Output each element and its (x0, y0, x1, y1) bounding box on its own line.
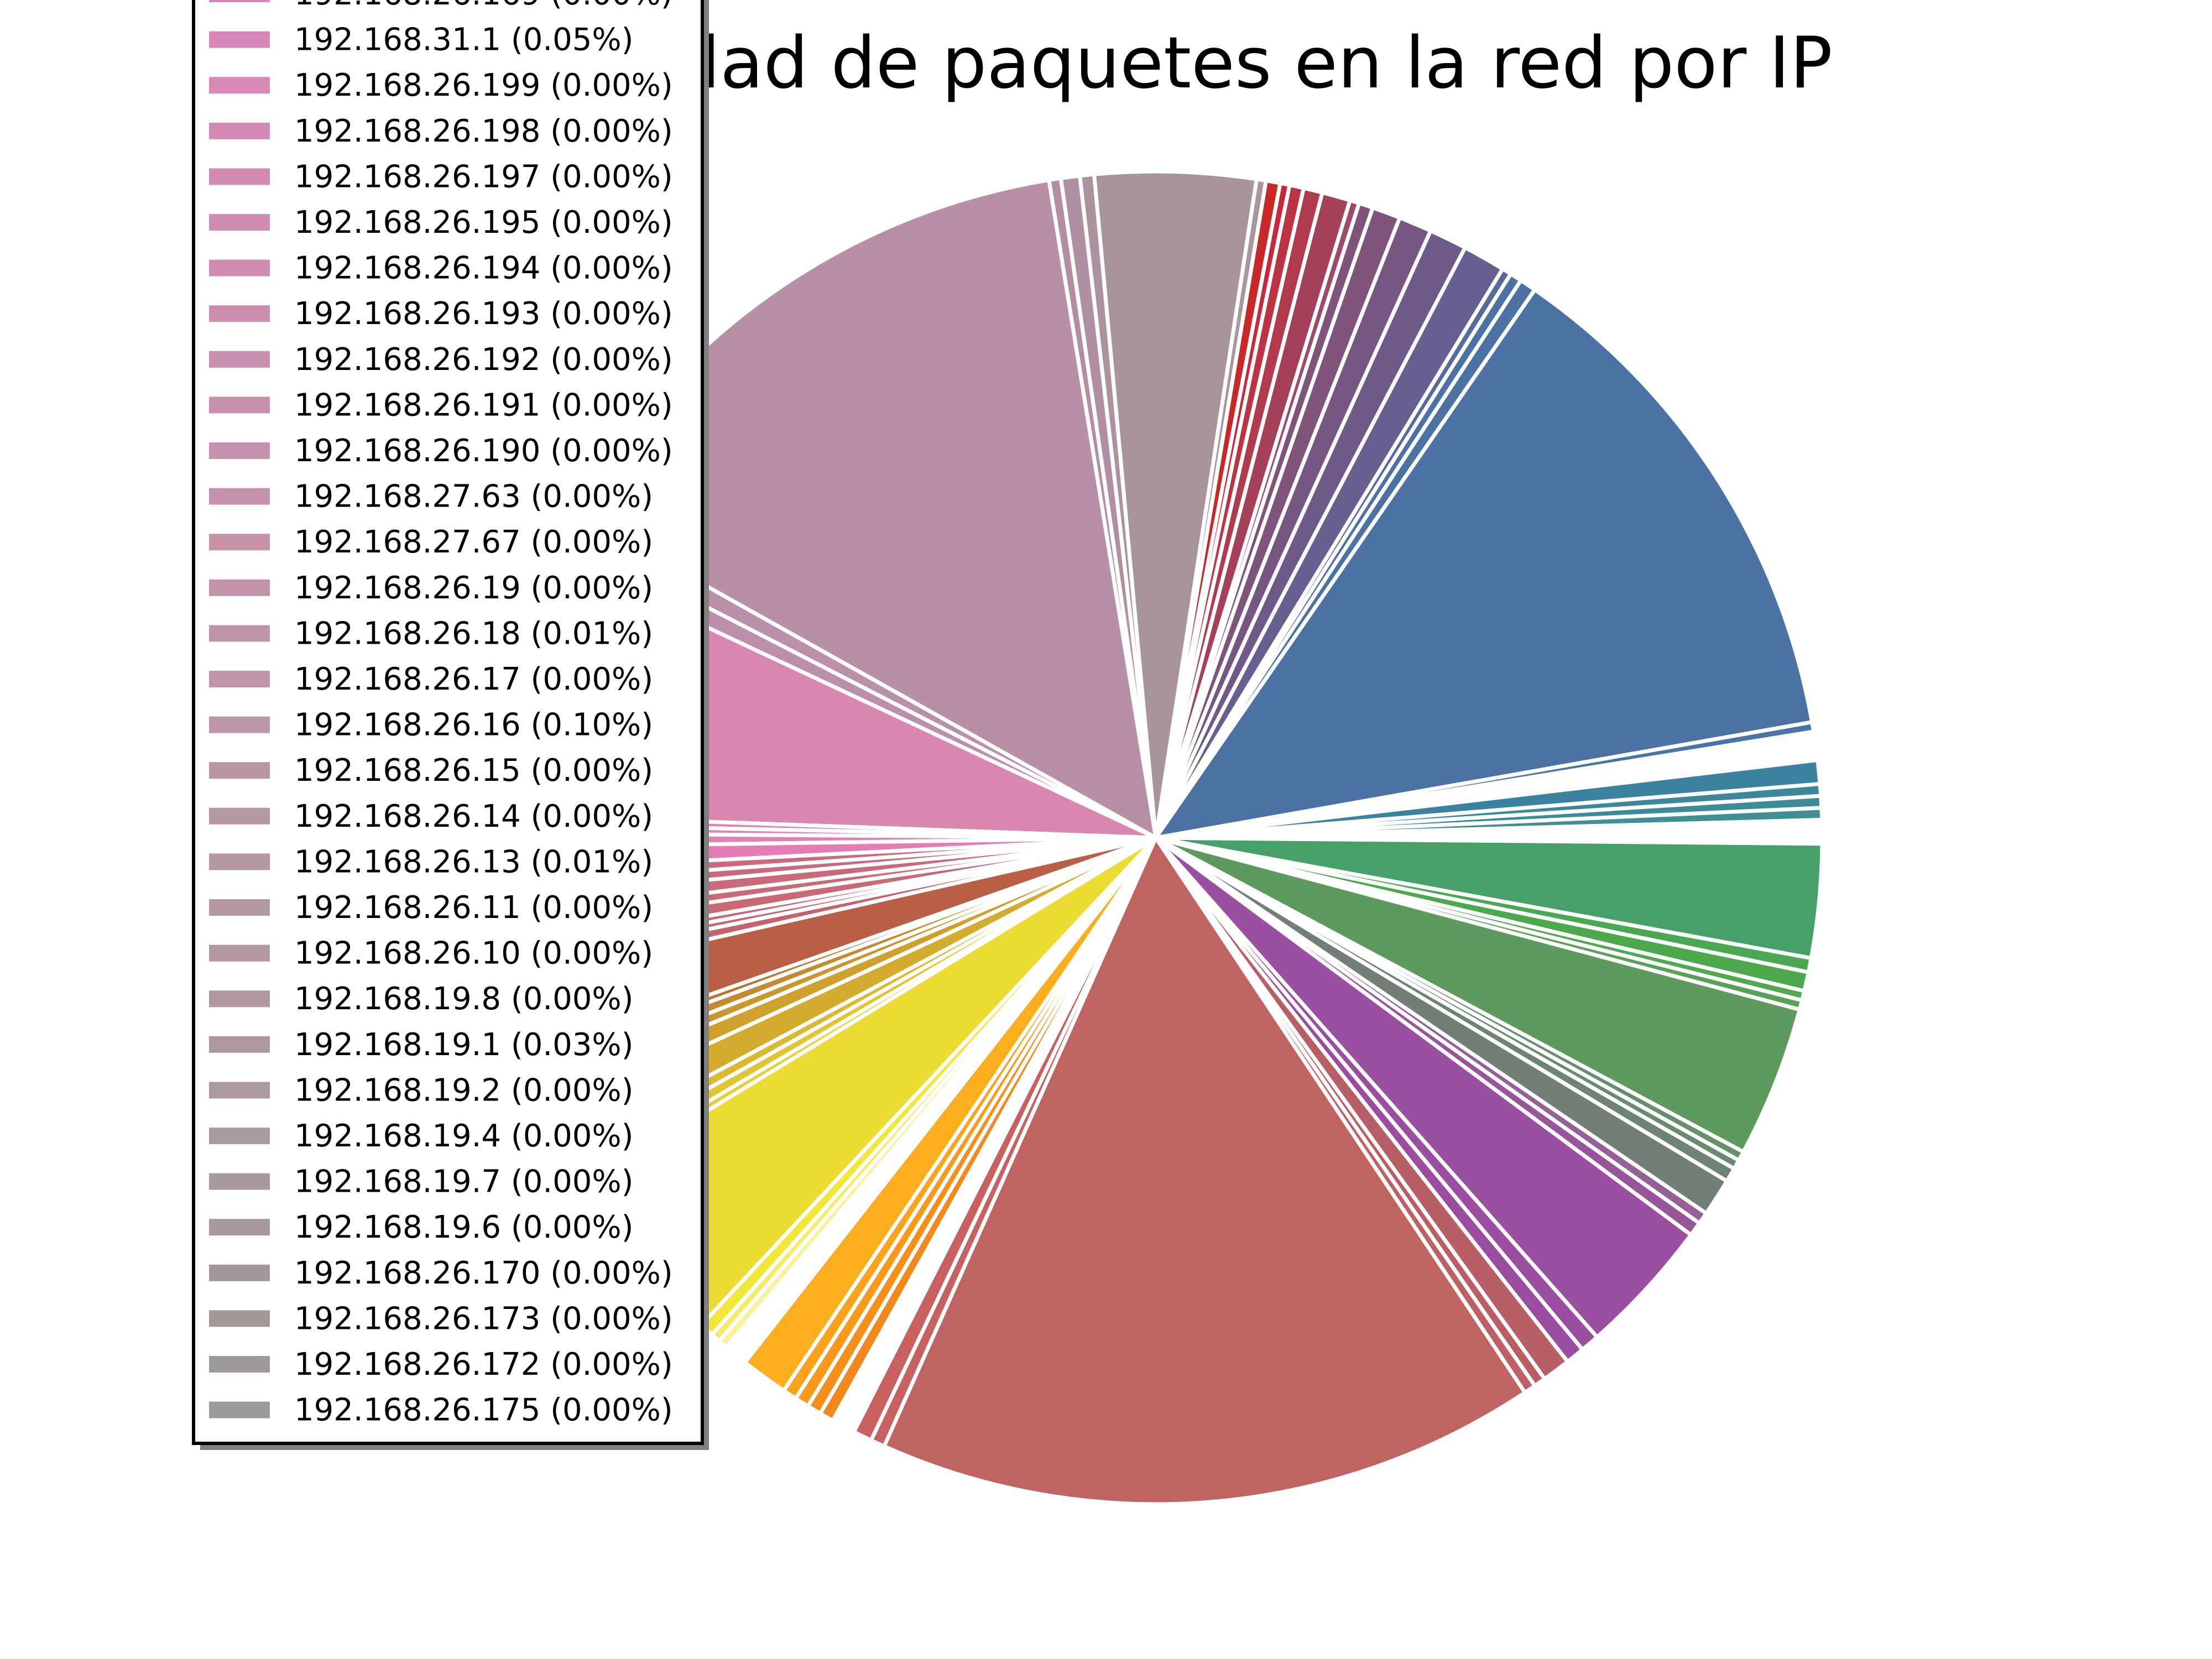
legend-swatch-13 (209, 579, 270, 596)
legend-label-5: 192.168.26.195 (0.00%) (294, 205, 673, 241)
legend-label-22: 192.168.19.8 (0.00%) (294, 981, 633, 1017)
legend-label-18: 192.168.26.14 (0.00%) (294, 799, 653, 834)
legend-label-1: 192.168.31.1 (0.05%) (294, 22, 633, 58)
legend-label-15: 192.168.26.17 (0.00%) (294, 661, 653, 697)
legend-swatch-31 (209, 1401, 270, 1418)
legend-swatch-1 (209, 31, 270, 48)
legend-swatch-12 (209, 534, 270, 551)
legend-swatch-6 (209, 259, 270, 276)
legend-label-3: 192.168.26.198 (0.00%) (294, 113, 673, 149)
legend-label-11: 192.168.27.63 (0.00%) (294, 479, 653, 515)
legend-swatch-30 (209, 1356, 270, 1373)
legend-label-17: 192.168.26.15 (0.00%) (294, 753, 653, 789)
legend-label-31: 192.168.26.175 (0.00%) (294, 1392, 673, 1428)
legend-swatch-18 (209, 807, 270, 825)
legend-swatch-24 (209, 1082, 270, 1099)
legend-swatch-19 (209, 853, 270, 870)
legend-swatch-10 (209, 442, 270, 459)
legend-swatch-25 (209, 1128, 270, 1144)
legend-label-2: 192.168.26.199 (0.00%) (294, 67, 673, 103)
legend-swatch-7 (209, 305, 270, 322)
legend-swatch-28 (209, 1264, 270, 1281)
legend-swatch-11 (209, 488, 270, 505)
legend-label-4: 192.168.26.197 (0.00%) (294, 159, 673, 195)
legend-swatch-23 (209, 1036, 270, 1053)
legend-label-13: 192.168.26.19 (0.00%) (294, 570, 653, 606)
legend-swatch-26 (209, 1173, 270, 1190)
legend-label-24: 192.168.19.2 (0.00%) (294, 1072, 633, 1108)
legend-label-30: 192.168.26.172 (0.00%) (294, 1347, 673, 1383)
legend-swatch-27 (209, 1219, 270, 1236)
legend-label-21: 192.168.26.10 (0.00%) (294, 936, 653, 972)
legend: 192.168.26.169 (0.00%) 192.168.31.1 (0.05… (192, 0, 709, 1450)
legend-swatch-5 (209, 214, 270, 231)
legend-swatch-8 (209, 351, 270, 368)
legend-swatch-20 (209, 899, 270, 916)
legend-swatch-2 (209, 77, 270, 94)
legend-swatch-22 (209, 990, 270, 1008)
pie-slice-64 (1154, 836, 1694, 1340)
pie-slice-71 (1155, 836, 1802, 1155)
legend-swatch-4 (209, 168, 270, 185)
legend-swatch-0 (209, 0, 270, 2)
legend-swatch-14 (209, 625, 270, 642)
legend-label-9: 192.168.26.191 (0.00%) (294, 387, 673, 423)
legend-swatch-21 (209, 945, 270, 962)
legend-label-8: 192.168.26.192 (0.00%) (294, 342, 673, 378)
legend-swatch-16 (209, 716, 270, 733)
legend-items: 192.168.26.169 (0.00%) 192.168.31.1 (0.05… (209, 0, 673, 1428)
legend-label-26: 192.168.19.7 (0.00%) (294, 1164, 633, 1200)
legend-label-14: 192.168.26.18 (0.01%) (294, 615, 653, 651)
legend-label-10: 192.168.26.190 (0.00%) (294, 433, 673, 469)
legend-label-16: 192.168.26.16 (0.10%) (294, 707, 653, 743)
legend-label-6: 192.168.26.194 (0.00%) (294, 251, 673, 286)
legend-label-25: 192.168.19.4 (0.00%) (294, 1118, 633, 1154)
legend-swatch-29 (209, 1310, 270, 1327)
legend-label-0: 192.168.26.169 (0.00%) (294, 0, 673, 12)
legend-swatch-17 (209, 762, 270, 779)
pie-slices (487, 169, 1824, 1506)
legend-label-12: 192.168.27.67 (0.00%) (294, 524, 653, 560)
legend-label-28: 192.168.26.170 (0.00%) (294, 1255, 673, 1291)
legend-label-19: 192.168.26.13 (0.01%) (294, 844, 653, 880)
chart-title: Cantidad de paquetes en la red por IP (490, 22, 1833, 105)
legend-frame (192, 0, 704, 1445)
pie-slice-0 (1151, 287, 1814, 841)
pie-slice-83 (1155, 719, 1816, 840)
legend-swatch-15 (209, 671, 270, 687)
legend-label-29: 192.168.26.173 (0.00%) (294, 1301, 673, 1337)
legend-swatch-3 (209, 122, 270, 139)
legend-label-27: 192.168.19.6 (0.00%) (294, 1209, 633, 1245)
pie-slice-16 (1092, 169, 1259, 838)
legend-swatch-9 (209, 397, 270, 414)
legend-label-7: 192.168.26.193 (0.00%) (294, 296, 673, 332)
legend-label-20: 192.168.26.11 (0.00%) (294, 890, 653, 926)
legend-label-23: 192.168.19.1 (0.03%) (294, 1027, 633, 1063)
pie-slice-58 (881, 833, 1528, 1506)
